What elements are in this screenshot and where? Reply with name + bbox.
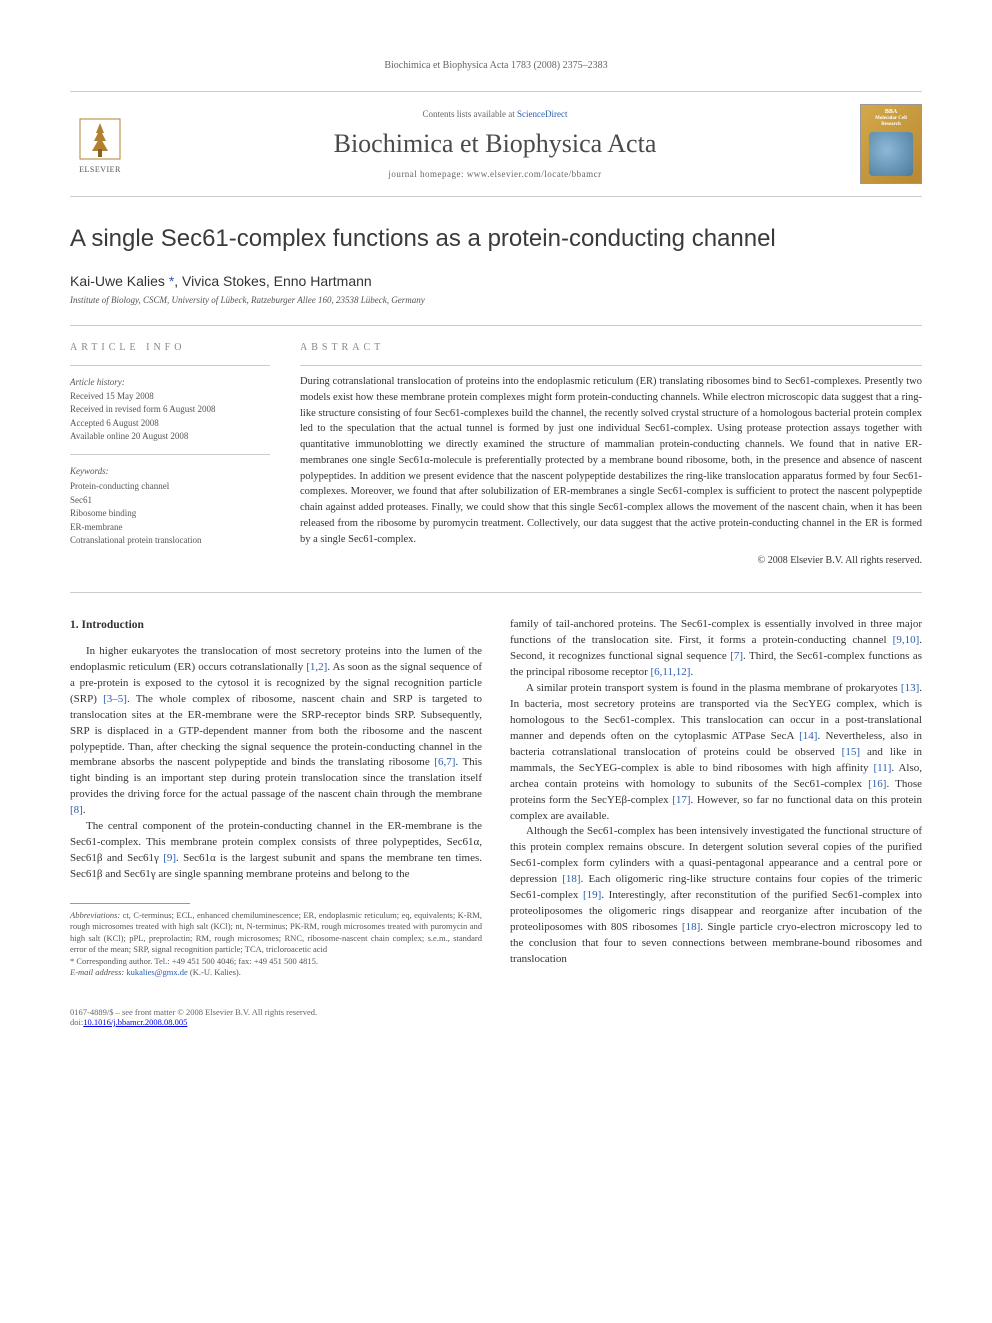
ref-link[interactable]: [18]: [682, 921, 700, 933]
ref-link[interactable]: [3–5]: [103, 693, 127, 705]
footer-doi-line: doi:10.1016/j.bbamcr.2008.08.005: [70, 1017, 922, 1027]
authors-line: Kai-Uwe Kalies *, Vivica Stokes, Enno Ha…: [70, 273, 922, 289]
keyword-4: ER-membrane: [70, 521, 270, 535]
contents-available-line: Contents lists available at ScienceDirec…: [130, 109, 860, 119]
ref-link[interactable]: [8]: [70, 804, 83, 816]
history-online: Available online 20 August 2008: [70, 430, 270, 444]
keywords-label: Keywords:: [70, 465, 270, 479]
corresponding-email-link[interactable]: kukalies@gmx.de: [126, 967, 187, 977]
affiliation: Institute of Biology, CSCM, University o…: [70, 295, 922, 305]
article-info-label: article info: [70, 340, 270, 355]
divider: [70, 325, 922, 326]
ref-link[interactable]: [15]: [842, 746, 860, 758]
email-line: E-mail address: kukalies@gmx.de (K.-U. K…: [70, 967, 482, 978]
body-para-1: In higher eukaryotes the translocation o…: [70, 644, 482, 819]
ref-link[interactable]: [11]: [873, 762, 891, 774]
body-para-3-text: family of tail-anchored proteins. The Se…: [510, 618, 922, 678]
history-label: Article history:: [70, 376, 270, 390]
keyword-5: Cotranslational protein translocation: [70, 534, 270, 548]
doi-prefix: doi:: [70, 1017, 83, 1027]
masthead-center: Contents lists available at ScienceDirec…: [130, 109, 860, 179]
ref-link[interactable]: [9,10]: [893, 634, 920, 646]
cover-subtitle: Molecular Cell Research: [865, 116, 917, 128]
ref-link[interactable]: [18]: [562, 873, 580, 885]
body-para-1-text: In higher eukaryotes the translocation o…: [70, 645, 482, 816]
ref-link[interactable]: [6,7]: [434, 756, 455, 768]
running-header: Biochimica et Biophysica Acta 1783 (2008…: [70, 60, 922, 71]
authors-rest: , Vivica Stokes, Enno Hartmann: [174, 273, 371, 289]
body-para-5-text: Although the Sec61-complex has been inte…: [510, 825, 922, 965]
email-label: E-mail address:: [70, 967, 126, 977]
body-column-right: family of tail-anchored proteins. The Se…: [510, 617, 922, 979]
section-heading-intro: 1. Introduction: [70, 617, 482, 634]
footer-copyright-line: 0167-4889/$ – see front matter © 2008 El…: [70, 1007, 922, 1017]
ref-link[interactable]: [19]: [583, 889, 601, 901]
homepage-url: www.elsevier.com/locate/bbamcr: [467, 169, 602, 179]
ref-link[interactable]: [9]: [163, 852, 176, 864]
history-accepted: Accepted 6 August 2008: [70, 417, 270, 431]
contents-prefix: Contents lists available at: [423, 109, 517, 119]
ref-link[interactable]: [17]: [672, 794, 690, 806]
keyword-1: Protein-conducting channel: [70, 480, 270, 494]
abstract-label: abstract: [300, 340, 922, 355]
meta-and-abstract: article info Article history: Received 1…: [70, 340, 922, 568]
cover-abbrev: BBA: [885, 109, 897, 116]
elsevier-tree-icon: [76, 115, 124, 163]
keyword-2: Sec61: [70, 494, 270, 508]
journal-homepage-line: journal homepage: www.elsevier.com/locat…: [130, 169, 860, 179]
abstract-column: abstract During cotranslational transloc…: [300, 340, 922, 568]
keyword-3: Ribosome binding: [70, 507, 270, 521]
body-para-5: Although the Sec61-complex has been inte…: [510, 824, 922, 967]
ref-link[interactable]: [14]: [799, 730, 817, 742]
body-para-3: family of tail-anchored proteins. The Se…: [510, 617, 922, 681]
body-para-4-text: A similar protein transport system is fo…: [510, 682, 922, 822]
journal-cover-thumb: BBA Molecular Cell Research: [860, 104, 922, 184]
publisher-name: ELSEVIER: [79, 165, 121, 174]
cover-image-icon: [869, 132, 913, 176]
abbrev-label: Abbreviations:: [70, 910, 120, 920]
history-received: Received 15 May 2008: [70, 390, 270, 404]
history-revised: Received in revised form 6 August 2008: [70, 403, 270, 417]
email-suffix: (K.-U. Kalies).: [188, 967, 241, 977]
body-columns: 1. Introduction In higher eukaryotes the…: [70, 617, 922, 979]
abbreviations-line: Abbreviations: ct, C-terminus; ECL, enha…: [70, 910, 482, 956]
author-1: Kai-Uwe Kalies: [70, 273, 169, 289]
ref-link[interactable]: [6,11,12]: [651, 666, 691, 678]
ref-link[interactable]: [7]: [730, 650, 743, 662]
divider: [70, 592, 922, 593]
corresponding-author-line: * Corresponding author. Tel.: +49 451 50…: [70, 956, 482, 967]
footnote-divider: [70, 903, 190, 904]
body-para-2: The central component of the protein-con…: [70, 819, 482, 883]
ref-link[interactable]: [1,2]: [306, 661, 327, 673]
sciencedirect-link[interactable]: ScienceDirect: [517, 109, 567, 119]
doi-link[interactable]: 10.1016/j.bbamcr.2008.08.005: [83, 1017, 187, 1027]
journal-masthead: ELSEVIER Contents lists available at Sci…: [70, 91, 922, 197]
footnotes-block: Abbreviations: ct, C-terminus; ECL, enha…: [70, 910, 482, 979]
ref-link[interactable]: [16]: [868, 778, 886, 790]
body-para-2-text: The central component of the protein-con…: [70, 820, 482, 880]
page-footer: 0167-4889/$ – see front matter © 2008 El…: [70, 1007, 922, 1027]
homepage-prefix: journal homepage:: [388, 169, 466, 179]
body-para-4: A similar protein transport system is fo…: [510, 681, 922, 824]
abstract-copyright: © 2008 Elsevier B.V. All rights reserved…: [300, 553, 922, 568]
journal-name: Biochimica et Biophysica Acta: [130, 129, 860, 159]
ref-link[interactable]: [13]: [901, 682, 919, 694]
abstract-text: During cotranslational translocation of …: [300, 374, 922, 547]
body-column-left: 1. Introduction In higher eukaryotes the…: [70, 617, 482, 979]
article-title: A single Sec61-complex functions as a pr…: [70, 225, 922, 253]
elsevier-logo: ELSEVIER: [70, 112, 130, 176]
article-info-column: article info Article history: Received 1…: [70, 340, 270, 568]
abbrev-text: ct, C-terminus; ECL, enhanced chemilumin…: [70, 910, 482, 954]
